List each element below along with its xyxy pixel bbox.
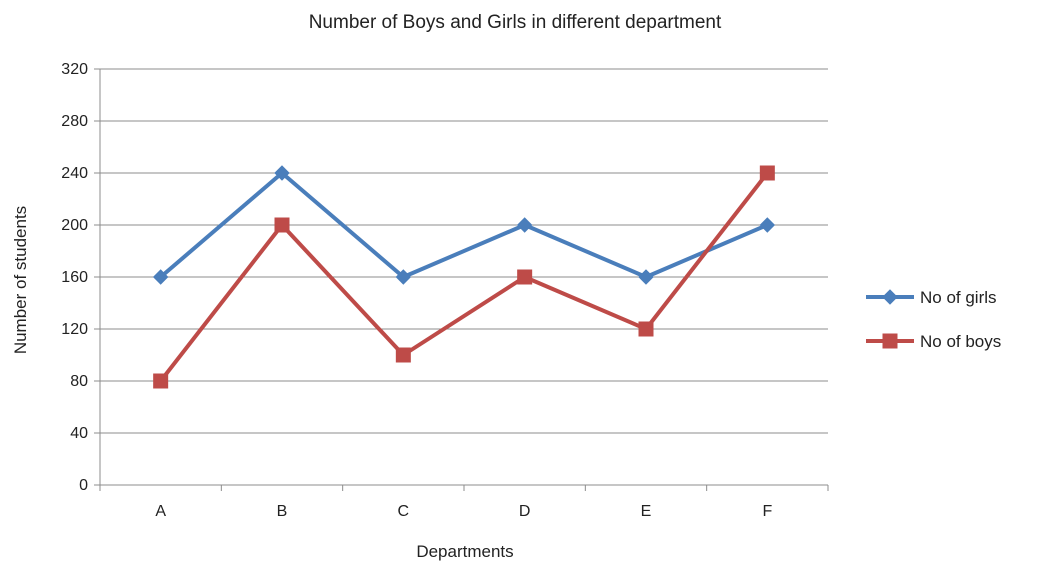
data-point-no-of-boys-B <box>274 217 290 233</box>
data-point-no-of-boys-A <box>153 373 169 389</box>
x-tick-label-C: C <box>398 503 410 520</box>
data-point-no-of-girls-C <box>395 269 412 285</box>
series-lines <box>152 165 776 389</box>
x-tick-label-B: B <box>277 503 288 520</box>
x-axis-label: Departments <box>416 542 513 561</box>
y-tick-label: 40 <box>70 425 88 442</box>
x-tick-label-A: A <box>155 503 166 520</box>
data-point-no-of-girls-D <box>516 217 533 233</box>
y-tick-label: 160 <box>61 269 88 286</box>
y-tick-label: 280 <box>61 113 88 130</box>
data-point-no-of-boys-F <box>759 165 775 181</box>
series-line-no-of-girls <box>159 171 769 279</box>
x-tick-label-D: D <box>519 503 531 520</box>
axes <box>94 68 829 491</box>
data-point-no-of-girls-E <box>638 269 654 285</box>
data-point-no-of-boys-E <box>638 321 654 337</box>
series-line-no-of-boys <box>159 171 769 383</box>
legend-marker-no-of-boys <box>882 333 898 349</box>
x-tick-label-F: F <box>762 503 772 520</box>
series-no-of-boys <box>153 165 775 389</box>
legend-item-no-of-girls: No of girls <box>866 288 997 307</box>
y-tick-label: 200 <box>61 217 88 234</box>
y-tick-label: 320 <box>61 61 88 78</box>
data-point-no-of-boys-C <box>395 347 411 363</box>
legend-label-no-of-boys: No of boys <box>920 332 1001 351</box>
y-tick-label: 240 <box>61 165 88 182</box>
data-point-no-of-girls-A <box>152 269 169 285</box>
data-point-no-of-girls-B <box>274 165 290 181</box>
data-point-no-of-boys-D <box>517 269 533 285</box>
tick-labels: 0 40 80 120 160 200 240 280 320 A B C D E F <box>61 61 772 520</box>
legend-item-no-of-boys: No of boys <box>866 332 1001 351</box>
y-axis-label: Number of students <box>11 206 30 354</box>
legend-label-no-of-girls: No of girls <box>920 288 997 307</box>
chart-title: Number of Boys and Girls in different de… <box>309 12 722 33</box>
y-tick-label: 80 <box>70 373 88 390</box>
series-no-of-girls <box>152 165 776 285</box>
x-tick-label-E: E <box>641 503 652 520</box>
legend-marker-no-of-girls <box>882 289 898 305</box>
legend: No of girls No of boys <box>866 288 1001 351</box>
data-point-no-of-girls-F <box>759 217 776 233</box>
y-tick-label: 120 <box>61 321 88 338</box>
y-tick-label: 0 <box>79 477 88 494</box>
